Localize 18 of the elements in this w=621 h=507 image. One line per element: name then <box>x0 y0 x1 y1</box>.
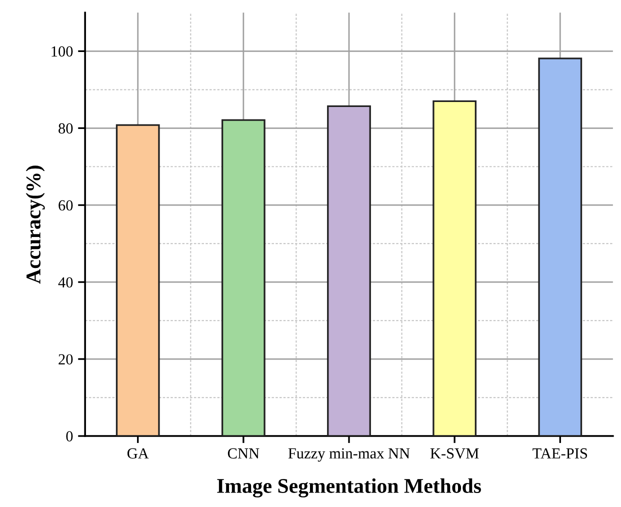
y-tick-label: 80 <box>58 123 73 134</box>
x-axis-title: Image Segmentation Methods <box>217 478 482 498</box>
y-axis-title: Accuracy(%) <box>26 166 45 284</box>
y-tick-label: 0 <box>66 431 73 442</box>
bar <box>538 58 582 436</box>
y-tick-label: 40 <box>58 277 73 288</box>
bar <box>221 119 266 436</box>
x-tick-label: GA <box>127 448 149 459</box>
x-tick-label: CNN <box>228 448 260 459</box>
bar <box>432 100 477 436</box>
x-tick-label: K-SVM <box>430 448 479 459</box>
x-tick-label: Fuzzy min-max NN <box>288 448 410 462</box>
y-tick-label: 20 <box>58 354 73 364</box>
y-tick-label: 60 <box>58 200 73 211</box>
x-tick-label: TAE-PIS <box>532 448 588 459</box>
bar <box>327 105 371 436</box>
y-tick-label: 100 <box>52 46 73 57</box>
bar <box>116 124 160 436</box>
